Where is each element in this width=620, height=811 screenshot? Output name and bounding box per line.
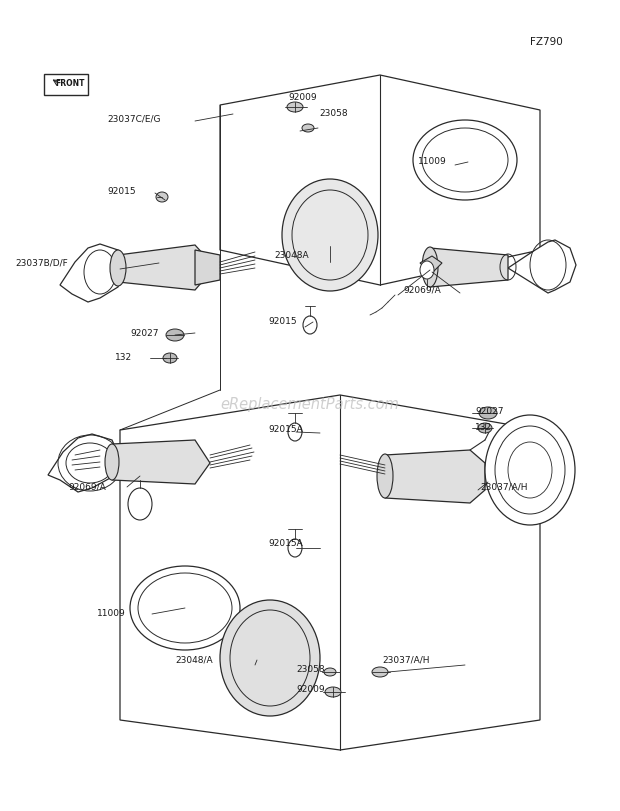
- Text: FZ790: FZ790: [530, 37, 563, 47]
- Ellipse shape: [422, 247, 438, 287]
- Text: 92015: 92015: [268, 317, 296, 327]
- Ellipse shape: [163, 353, 177, 363]
- Ellipse shape: [128, 488, 152, 520]
- Ellipse shape: [485, 415, 575, 525]
- Text: 92009: 92009: [296, 684, 325, 693]
- Polygon shape: [120, 395, 540, 750]
- Ellipse shape: [156, 192, 168, 202]
- Ellipse shape: [302, 124, 314, 132]
- Text: 23037B/D/F: 23037B/D/F: [15, 259, 68, 268]
- Text: 132: 132: [475, 423, 492, 431]
- Text: 92015: 92015: [107, 187, 136, 196]
- Ellipse shape: [325, 687, 341, 697]
- Text: 23058: 23058: [296, 666, 325, 675]
- Polygon shape: [220, 75, 540, 285]
- Polygon shape: [112, 440, 210, 484]
- Text: 11009: 11009: [418, 157, 447, 166]
- Ellipse shape: [110, 250, 126, 286]
- Text: eReplacementParts.com: eReplacementParts.com: [221, 397, 399, 413]
- Polygon shape: [60, 244, 125, 302]
- Text: 11009: 11009: [97, 610, 126, 619]
- Text: 23058: 23058: [319, 109, 348, 118]
- Text: 23048/A: 23048/A: [175, 655, 213, 664]
- Ellipse shape: [324, 668, 336, 676]
- Polygon shape: [48, 434, 120, 492]
- Text: 92027: 92027: [130, 328, 159, 337]
- Text: 92069/A: 92069/A: [68, 483, 106, 491]
- Polygon shape: [420, 256, 442, 273]
- Ellipse shape: [287, 102, 303, 112]
- Ellipse shape: [372, 667, 388, 677]
- Text: 92015A: 92015A: [268, 539, 303, 547]
- Ellipse shape: [220, 600, 320, 716]
- Ellipse shape: [166, 329, 184, 341]
- Ellipse shape: [377, 454, 393, 498]
- Ellipse shape: [479, 407, 497, 419]
- Ellipse shape: [282, 179, 378, 291]
- Text: 92009: 92009: [288, 92, 317, 101]
- Text: FRONT: FRONT: [55, 79, 85, 88]
- Polygon shape: [195, 250, 220, 285]
- Text: 23037/A/H: 23037/A/H: [480, 483, 528, 491]
- Ellipse shape: [413, 120, 517, 200]
- Ellipse shape: [478, 423, 492, 433]
- Text: 92015A: 92015A: [268, 426, 303, 435]
- Polygon shape: [508, 240, 576, 293]
- Polygon shape: [44, 74, 88, 95]
- Text: 92027: 92027: [475, 407, 503, 417]
- Text: 23037C/E/G: 23037C/E/G: [107, 114, 161, 123]
- Ellipse shape: [288, 423, 302, 441]
- Text: 23048A: 23048A: [274, 251, 309, 260]
- Ellipse shape: [288, 539, 302, 557]
- Ellipse shape: [130, 566, 240, 650]
- Polygon shape: [385, 450, 485, 503]
- Ellipse shape: [105, 444, 119, 480]
- Polygon shape: [118, 245, 215, 290]
- Ellipse shape: [420, 261, 434, 279]
- Text: 23037/A/H: 23037/A/H: [382, 655, 430, 664]
- Ellipse shape: [303, 316, 317, 334]
- Text: 92069/A: 92069/A: [403, 285, 441, 294]
- Text: 132: 132: [115, 354, 132, 363]
- Polygon shape: [430, 248, 508, 287]
